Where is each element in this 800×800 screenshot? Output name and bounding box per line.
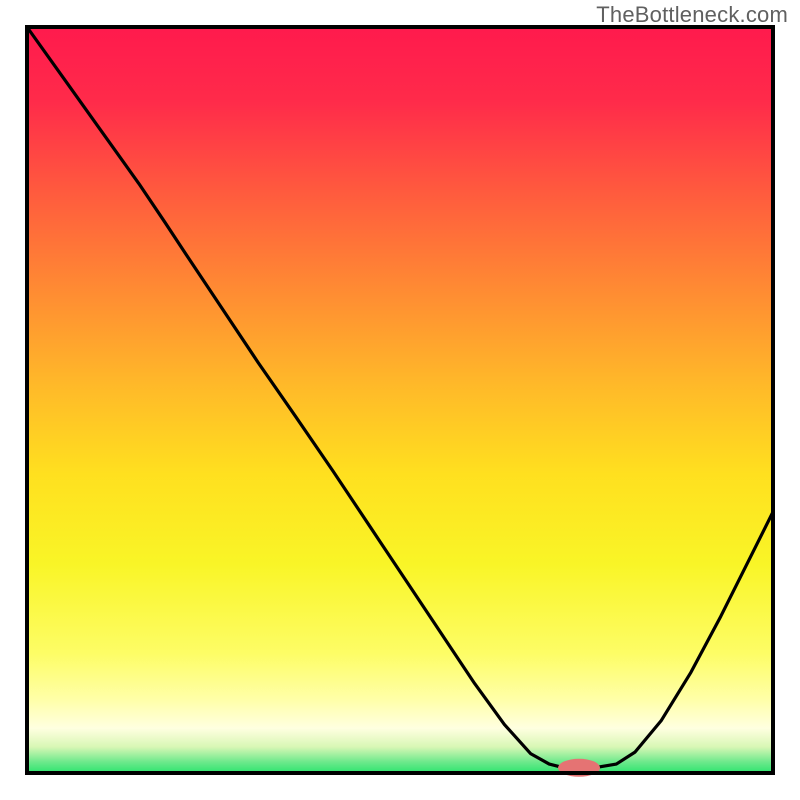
chart-container: TheBottleneck.com [0, 0, 800, 800]
bottleneck-chart [0, 0, 800, 800]
watermark-text: TheBottleneck.com [596, 2, 788, 28]
plot-background [27, 27, 773, 773]
